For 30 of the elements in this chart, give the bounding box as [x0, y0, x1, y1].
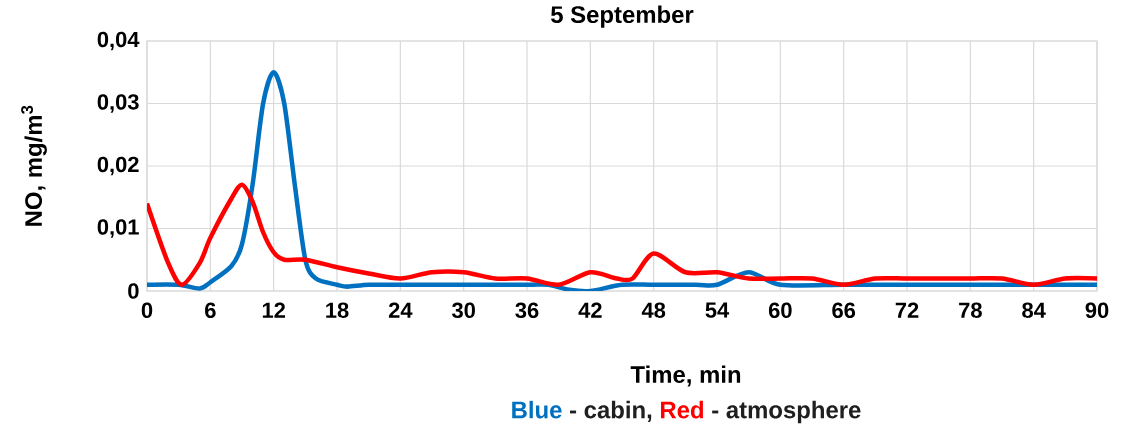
x-tick-label: 30: [451, 302, 475, 319]
line-series: [147, 182, 1098, 287]
x-axis-title: Time, min: [630, 365, 741, 387]
x-tick-label: 42: [578, 302, 602, 318]
text: - atmosphere: [712, 400, 861, 424]
y-tick-label: 0,03: [97, 94, 139, 113]
x-tick-label: 90: [1085, 302, 1109, 319]
y-tick-label: 0: [128, 283, 139, 299]
y-tick-label: 0,04: [97, 31, 140, 51]
x-tick-label: 6: [205, 302, 216, 319]
chart-title: 5 September: [550, 5, 694, 28]
x-tick-label: 84: [1022, 302, 1046, 319]
text: Blue: [512, 400, 562, 419]
x-tick-label: 0: [141, 302, 153, 319]
x-tick-label: 36: [515, 302, 539, 319]
text: - cabin,: [570, 400, 652, 422]
x-tick-label: 60: [768, 302, 792, 319]
y-tick-label: 0,02: [97, 156, 139, 176]
x-tick-label: 66: [832, 302, 856, 319]
y-tick-label: 0,01: [97, 219, 139, 238]
x-tick-label: 24: [388, 302, 413, 318]
x-tick-label: 78: [959, 302, 982, 319]
x-tick-label: 12: [262, 302, 285, 318]
x-tick-label: 54: [705, 302, 730, 318]
y-axis-title: NO, mg/m$^{3}$: [21, 105, 47, 226]
text: Red: [661, 400, 704, 419]
x-tick-label: 48: [641, 302, 666, 319]
line-series: [147, 70, 1098, 291]
x-tick-label: 18: [326, 302, 349, 319]
x-tick-label: 72: [895, 302, 919, 318]
